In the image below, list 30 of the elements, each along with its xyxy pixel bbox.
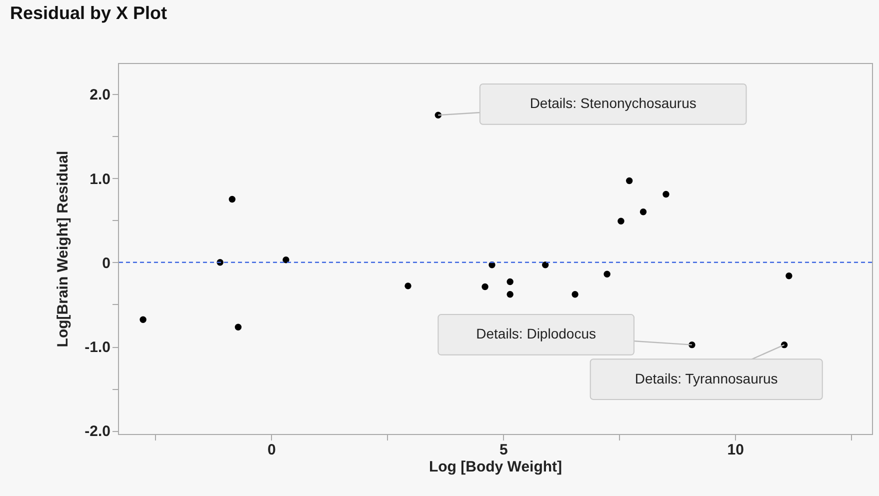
point — [228, 196, 236, 203]
x-tick-label: 0 — [267, 442, 276, 458]
y-axis-title: Log[Brain Weight] Residual — [54, 150, 72, 348]
x-tick-label: 5 — [499, 442, 508, 458]
y-tick-label: 1.0 — [90, 170, 110, 188]
y-tick-label: -2.0 — [84, 423, 110, 440]
point — [626, 177, 633, 184]
point — [404, 282, 412, 290]
point — [506, 278, 514, 286]
annotation: Details: Diplodocus — [476, 326, 596, 342]
point — [662, 190, 670, 198]
y-tick-label: 0 — [102, 254, 110, 272]
point — [572, 291, 578, 298]
annotation: Details: Tyrannosaurus — [634, 370, 778, 386]
x-tick-label: 10 — [727, 442, 744, 458]
point — [604, 270, 610, 278]
point — [640, 208, 647, 216]
point — [786, 272, 792, 280]
point — [234, 324, 242, 331]
x-axis-title: Log [Body Weight] — [428, 458, 562, 476]
point — [140, 316, 146, 323]
y-tick-label: 2.0 — [90, 86, 110, 104]
point — [542, 262, 549, 268]
point — [506, 291, 514, 298]
point — [482, 283, 488, 290]
chart-title: Residual by X Plot — [10, 3, 168, 23]
point — [618, 218, 624, 225]
annotation: Details: Stenonychosaurus — [530, 95, 696, 112]
y-tick-label: -1.0 — [84, 339, 110, 356]
point — [282, 256, 290, 264]
